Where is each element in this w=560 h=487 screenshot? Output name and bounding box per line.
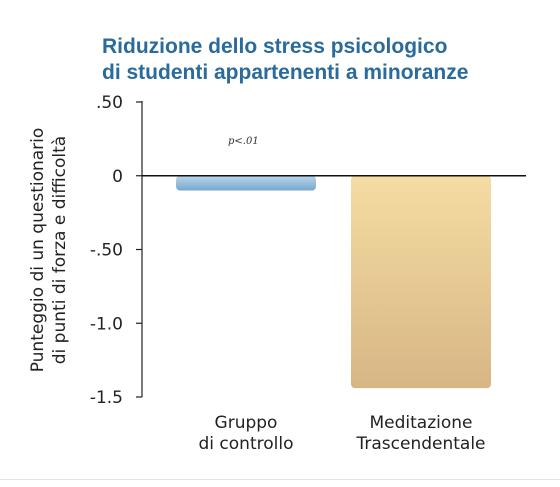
bar-control-group: [176, 175, 316, 191]
bottom-divider: [0, 479, 560, 480]
bars: [142, 174, 526, 389]
bar-tm-group: [351, 175, 491, 389]
significance-annotation: p<.01: [228, 136, 259, 147]
category-label: Meditazione: [369, 413, 472, 433]
category-label: Trascendentale: [355, 434, 485, 454]
y-axis-label-line-2: di punti di forza e difficoltà: [50, 136, 70, 364]
chart-title-line-2: di studenti appartenenti a minoranze: [102, 61, 468, 84]
y-tick-label: -1.0: [90, 314, 123, 334]
category-label: Gruppo: [215, 413, 278, 433]
y-tick-label: .50: [96, 93, 123, 113]
y-ticks: .50 0 -.50 -1.0 -1.5: [90, 93, 142, 408]
y-tick-label: -.50: [90, 241, 123, 261]
category-label: di controllo: [199, 434, 294, 454]
y-axis-label-line-1: Punteggio di un questionario: [28, 128, 48, 373]
y-tick-label: 0: [112, 167, 123, 187]
y-tick-label: -1.5: [90, 388, 123, 408]
chart-title-line-1: Riduzione dello stress psicologico: [102, 35, 447, 58]
